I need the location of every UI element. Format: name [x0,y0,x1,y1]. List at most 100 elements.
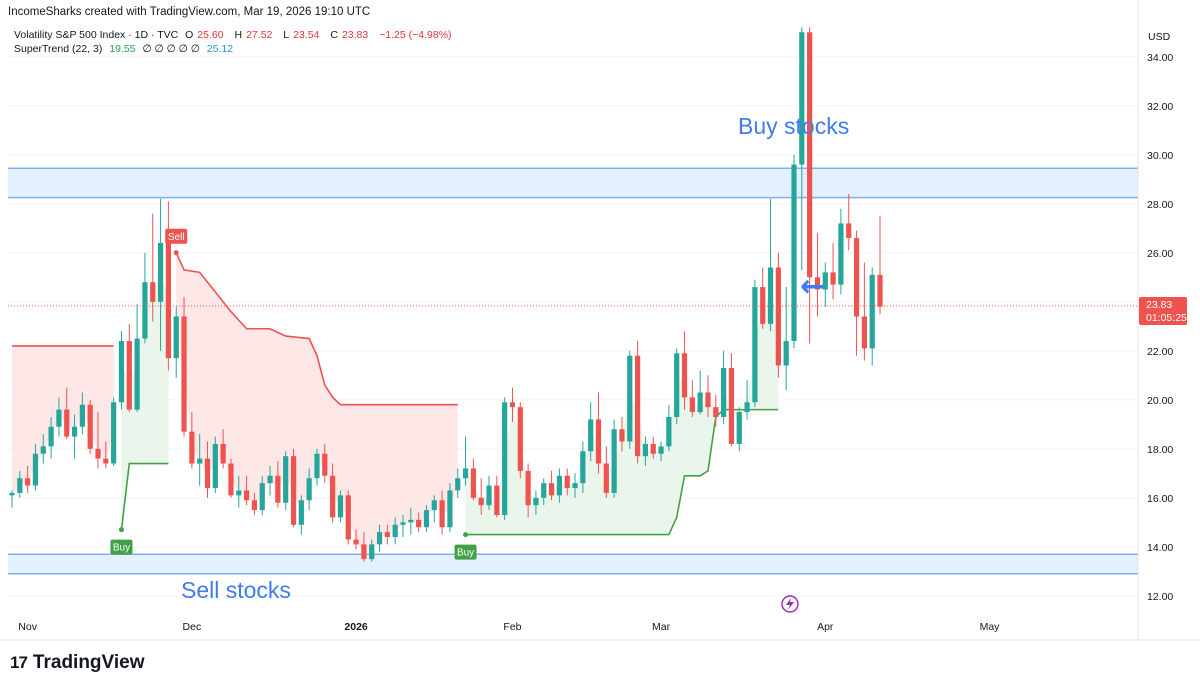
tradingview-logo-icon: 17 [10,653,28,672]
candle-body [103,458,109,464]
candle-body [799,32,805,165]
candle-body [79,404,85,427]
time-tick-label: Nov [18,621,37,633]
sell-stocks-annotation: Sell stocks [181,577,291,603]
candle-body [337,495,344,518]
annotations: Buy stocks Sell stocks ← [181,113,849,613]
candle-body [650,443,656,454]
symbol-legend: Volatility S&P 500 Index · 1D · TVC O 25.… [14,29,456,41]
buy-stocks-annotation: Buy stocks [738,113,849,139]
candle-body [580,451,586,484]
price-tick-label: 26.00 [1147,248,1173,260]
candle-body [822,272,828,290]
candle-body [64,409,70,437]
signal-label: Buy [113,543,130,554]
candle-body [126,341,132,410]
candle-body [283,456,289,503]
supertrend-line [120,462,169,530]
tradingview-logo[interactable]: 17 TradingView [10,652,145,674]
price-change: −1.25 (−4.98%) [379,29,452,41]
supertrend-fill-area [176,252,458,552]
indicator-value-2: 25.12 [206,43,234,55]
buy-signal-badge [110,539,133,555]
candle-body [212,443,218,489]
symbol-name[interactable]: Volatility S&P 500 Index · 1D · TVC [14,29,179,41]
price-tick-label: 30.00 [1147,150,1173,162]
indicator-legend: SuperTrend (22, 3) 19.55 ∅ ∅ ∅ ∅ ∅ 25.12 [14,43,237,55]
candle-body [455,478,461,491]
signal-label: Sell [168,232,185,243]
indicator-value: 19.55 [109,43,136,55]
candle-body [861,316,867,349]
candle-body [830,272,836,285]
candle-body [157,242,164,302]
supertrend-line [465,408,779,536]
left-arrow-icon: ← [800,269,825,304]
candle-body [721,367,727,417]
candle-body [556,475,562,496]
candle-body [353,539,359,545]
ohlc-close: C 23.83 [330,29,369,41]
candle-body [462,468,469,479]
candle-body [236,490,242,496]
candle-body [525,470,531,506]
candle-body [87,404,93,449]
candle-body [345,495,351,540]
price-tick-label: 18.00 [1147,444,1173,456]
candle-body [541,483,547,498]
candle-body [306,478,312,501]
candle-body [56,409,62,427]
candle-body [376,532,383,545]
candle-body [846,223,852,239]
candle-body [228,463,234,496]
candle-body [611,429,617,493]
candle-body [666,416,672,447]
price-tick-label: 20.00 [1147,395,1173,407]
candle-body [290,456,297,525]
candle-body [220,443,226,464]
time-tick-label: Apr [817,621,834,633]
price-axis: USD12.0014.0016.0018.0020.0022.0024.0026… [8,0,1187,640]
indicator-placeholders: ∅ ∅ ∅ ∅ ∅ [142,43,200,55]
candle-body [118,341,125,403]
indicator-name[interactable]: SuperTrend (22, 3) [14,43,103,55]
supertrend-fill-area [121,272,169,530]
candle-body [838,223,844,285]
candle-body [713,407,719,417]
candle-body [439,500,445,528]
candle-body [181,316,187,432]
candle-body [48,426,54,447]
candle-body [635,355,641,457]
signal-dot [118,527,124,533]
supertrend-line [175,252,458,406]
candle-body [603,463,609,493]
last-price-tag [1139,296,1187,325]
time-tick-label: Mar [652,621,671,633]
candle-body [658,446,664,454]
candle-body [775,267,781,366]
ohlc-high: H 27.52 [234,29,273,41]
supertrend-signals: Buy Sell Buy [110,228,477,560]
ohlc-open: O 25.60 [185,29,224,41]
candle-body [197,458,203,464]
signal-dot [173,250,179,256]
last-price-value: 23.83 [1146,299,1172,311]
candle-body [204,458,211,489]
tradingview-logo-text: TradingView [32,652,145,673]
candle-body [244,490,250,501]
candle-body [627,355,633,442]
candle-body [251,500,258,511]
candle-body [877,274,883,307]
candle-body [423,510,430,528]
candle-body [869,274,875,349]
candle-body [314,453,320,479]
candle-body [814,277,821,290]
price-tick-label: 22.00 [1147,346,1173,358]
candles [9,27,883,562]
candle-body [564,475,570,489]
candle-body [150,282,156,302]
candle-body [752,287,758,403]
candle-body [783,341,789,366]
candle-body [470,468,476,498]
